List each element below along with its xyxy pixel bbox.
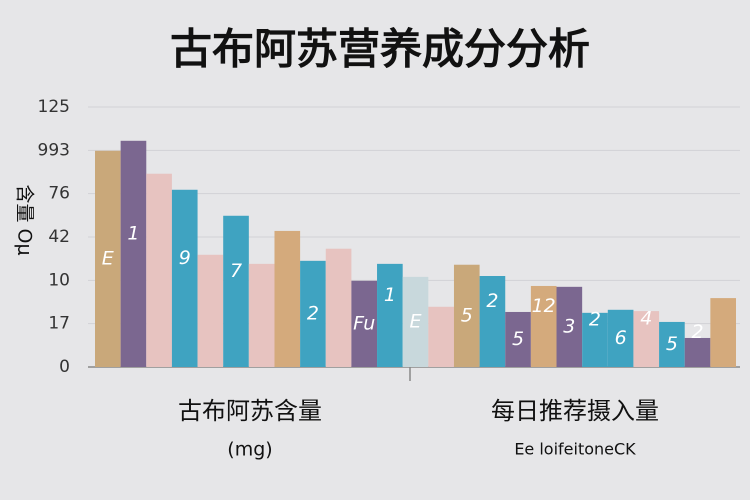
bar: [659, 321, 685, 367]
group-sublabel: (mg): [227, 439, 272, 461]
bar: [274, 230, 301, 367]
bar: [556, 286, 583, 367]
bar-label: 5: [461, 304, 473, 326]
bar-label: 9: [179, 247, 191, 269]
bar-label: 1: [127, 222, 139, 244]
y-tick-label: 42: [48, 227, 70, 247]
bar-label: 4: [640, 308, 652, 330]
bar-label: 2: [307, 302, 319, 324]
bar: [479, 276, 506, 367]
bar-label: 12: [532, 295, 556, 317]
bar: [710, 298, 736, 367]
bar: [582, 312, 608, 367]
bar: [633, 311, 660, 367]
y-tick-label: 993: [38, 140, 70, 160]
bar: [325, 248, 352, 367]
bar-label: 3: [563, 315, 575, 337]
bar-label: 2: [691, 321, 703, 343]
bar: [607, 309, 634, 367]
bar: [197, 254, 224, 367]
y-tick-label: 0: [59, 357, 70, 377]
bar: [171, 189, 198, 367]
bar-label: E: [409, 310, 421, 332]
chart-title: 古布阿苏营养成分分析: [170, 25, 590, 74]
y-axis-label: 含量 Oμ: [14, 184, 36, 255]
bar-label: 5: [512, 328, 524, 350]
bar-label: 1: [384, 284, 396, 306]
bar-label: 2: [486, 290, 498, 312]
bar: [402, 276, 429, 367]
y-tick-label: 125: [38, 97, 70, 117]
y-tick-label: 10: [48, 270, 70, 290]
bar: [377, 263, 403, 367]
bar: [120, 140, 147, 367]
group-label: 古布阿苏含量: [178, 397, 322, 425]
bar: [428, 306, 454, 367]
bar: [146, 173, 172, 367]
bar: [223, 215, 249, 367]
bar: [505, 311, 531, 367]
bar: [453, 264, 480, 367]
y-tick-label: 17: [48, 314, 70, 334]
group-sublabel: Ee loifeitoneCK: [514, 440, 636, 459]
bar: [684, 337, 711, 367]
bar: [95, 150, 121, 367]
bar-label: 7: [230, 260, 242, 282]
group-label: 每日推荐摄入量: [491, 397, 659, 425]
bar-label: 5: [666, 333, 678, 355]
bar-label: Fu: [353, 312, 375, 334]
bar-label: E: [102, 247, 114, 269]
bar: [248, 263, 275, 367]
bar-label: 6: [615, 327, 627, 349]
bar: [300, 260, 326, 367]
y-tick-label: 76: [48, 184, 70, 204]
bar: [351, 280, 378, 367]
bar: [530, 285, 557, 367]
bar-label: 2: [589, 308, 601, 330]
